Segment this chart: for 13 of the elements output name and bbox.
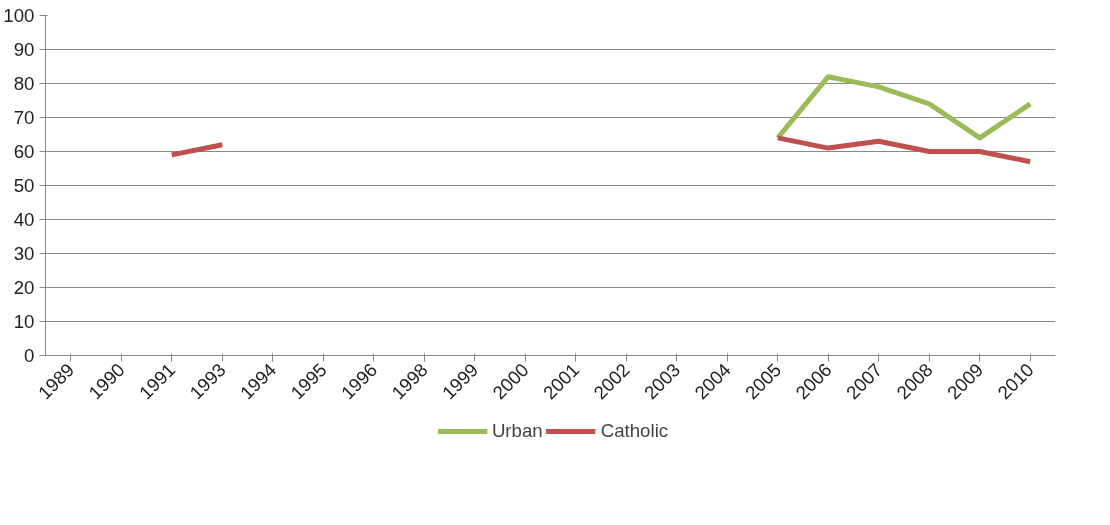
y-tick-label: 90 — [13, 39, 35, 60]
y-tick-label: 80 — [13, 73, 35, 94]
y-tick-label: 100 — [3, 5, 35, 26]
y-tick-label: 60 — [13, 141, 35, 162]
y-tick-label: 20 — [13, 277, 35, 298]
y-tick-label: 10 — [13, 311, 35, 332]
legend-label: Urban — [491, 419, 543, 442]
y-tick-label: 0 — [24, 345, 35, 366]
y-tick-label: 30 — [13, 243, 35, 264]
y-tick-label: 50 — [13, 175, 35, 196]
y-tick-label: 40 — [13, 209, 35, 230]
y-tick-label: 70 — [13, 107, 35, 128]
legend-label: Catholic — [600, 419, 669, 442]
